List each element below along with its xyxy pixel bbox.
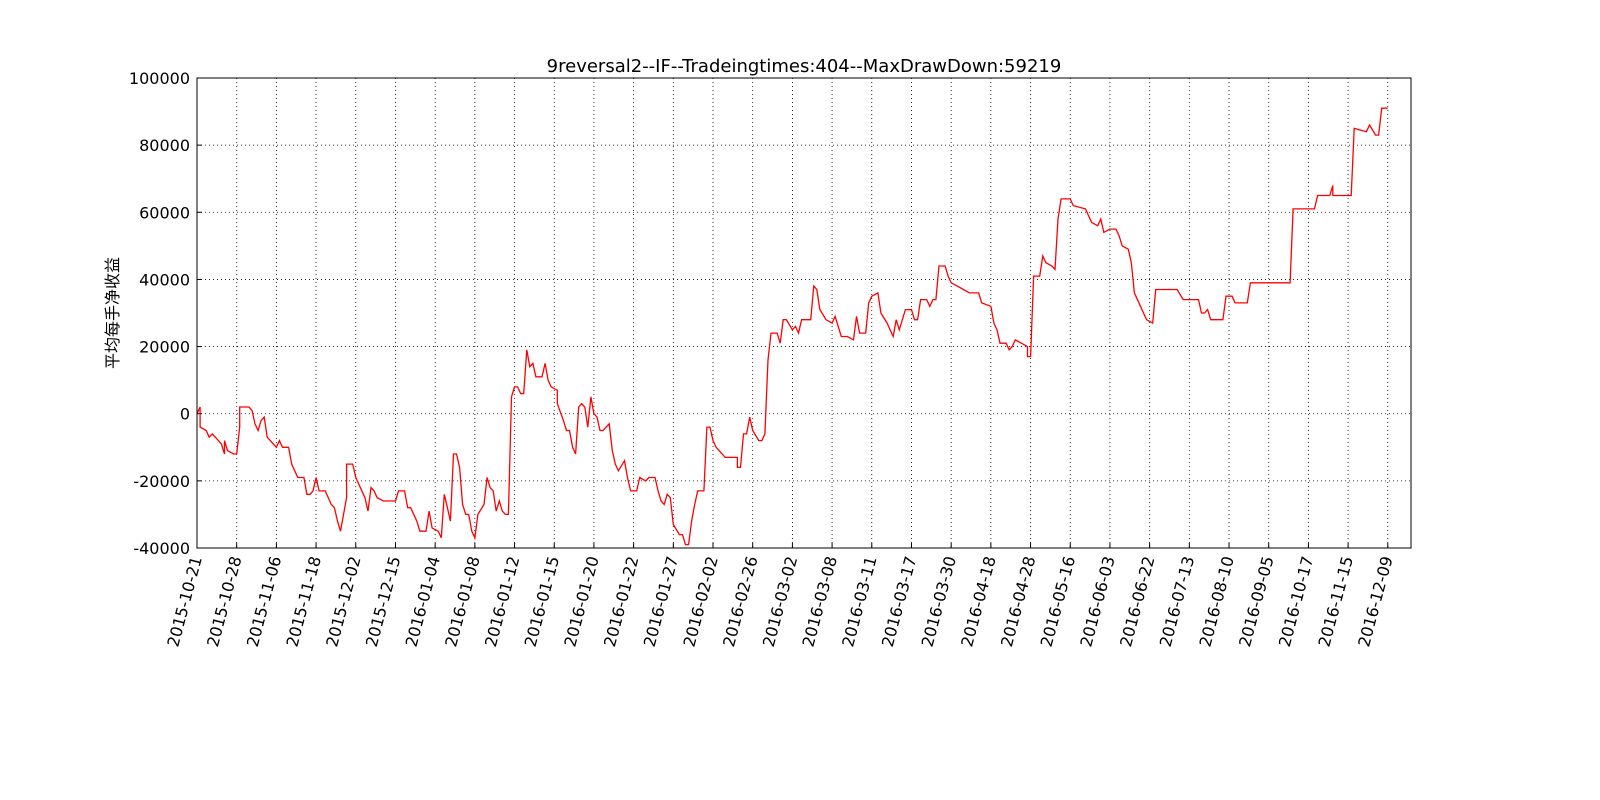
x-tick-label: 2016-04-18 [957, 554, 999, 649]
y-tick-label: 40000 [139, 270, 190, 289]
x-tick-label: 2016-11-15 [1315, 554, 1357, 649]
x-tick-label: 2016-01-22 [600, 554, 642, 649]
x-tick-label: 2016-10-17 [1275, 554, 1317, 649]
x-tick-label: 2016-09-05 [1235, 554, 1277, 649]
data-line [196, 107, 1388, 546]
plot-frame [196, 77, 1412, 549]
x-tick-label: 2015-10-21 [163, 554, 205, 649]
y-tick-label: 0 [180, 405, 190, 424]
x-tick-label: 2015-10-28 [203, 554, 245, 649]
x-tick-label: 2016-12-09 [1354, 554, 1396, 649]
x-tick-label: 2016-01-20 [560, 554, 602, 649]
y-tick-label: -40000 [133, 539, 190, 558]
y-tick-label: 60000 [139, 203, 190, 222]
x-tick-label: 2015-11-06 [243, 554, 285, 649]
chart-title: 9reversal2--IF--Tradeingtimes:404--MaxDr… [547, 56, 1062, 77]
y-tick-label: -20000 [133, 472, 190, 491]
x-tick-label: 2016-07-13 [1156, 554, 1198, 649]
x-tick-label: 2016-08-10 [1195, 554, 1237, 649]
x-tick-label: 2016-01-08 [441, 554, 483, 649]
x-tick-label: 2016-02-26 [719, 554, 761, 649]
x-tick-label: 2016-03-17 [878, 554, 920, 649]
x-tick-label: 2016-02-02 [679, 554, 721, 649]
y-tick-label: 20000 [139, 338, 190, 357]
x-tick-label: 2016-01-15 [521, 554, 563, 649]
x-tick-label: 2016-01-12 [481, 554, 523, 649]
x-tick-label: 2016-03-02 [759, 554, 801, 649]
x-tick-label: 2016-03-30 [918, 554, 960, 649]
x-tick-label: 2015-12-02 [322, 554, 364, 649]
x-tick-label: 2016-01-27 [640, 554, 682, 649]
x-tick-label: 2016-01-04 [402, 554, 444, 649]
x-tick-label: 2016-06-03 [1076, 554, 1118, 649]
x-tick-label: 2015-12-15 [362, 554, 404, 649]
y-axis-label: 平均每手净收益 [103, 257, 122, 369]
y-tick-label: 100000 [129, 69, 190, 88]
x-tick-label: 2016-04-28 [997, 554, 1039, 649]
x-tick-label: 2015-11-18 [283, 554, 325, 649]
y-tick-label: 80000 [139, 136, 190, 155]
x-tick-label: 2016-05-16 [1037, 554, 1079, 649]
x-tick-label: 2016-06-22 [1116, 554, 1158, 649]
x-tick-label: 2016-03-08 [799, 554, 841, 649]
x-tick-label: 2016-03-11 [838, 554, 880, 649]
